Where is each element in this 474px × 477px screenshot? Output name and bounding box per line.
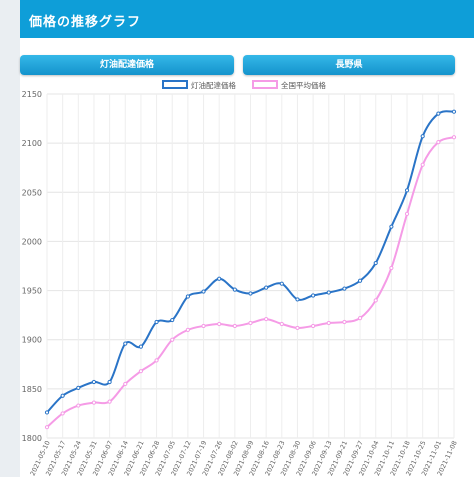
- data-point: [76, 385, 81, 390]
- data-point: [404, 188, 410, 193]
- data-point: [295, 325, 300, 331]
- data-point: [311, 323, 316, 329]
- data-point: [217, 321, 222, 327]
- data-point: [138, 369, 144, 374]
- data-point: [420, 162, 425, 167]
- data-point: [232, 323, 237, 329]
- data-point: [232, 287, 237, 292]
- data-point: [91, 379, 97, 385]
- legend-swatch: [252, 80, 278, 89]
- data-point: [91, 400, 97, 405]
- data-point: [44, 410, 50, 415]
- data-point: [451, 109, 457, 114]
- y-tick-label: 2050: [22, 188, 42, 197]
- data-point: [107, 379, 112, 385]
- page-title: 価格の推移グラフ: [29, 15, 142, 30]
- page-header: 価格の推移グラフ: [20, 0, 474, 38]
- y-tick-label: 2000: [22, 237, 42, 246]
- data-point: [373, 260, 378, 266]
- data-point: [264, 316, 269, 322]
- data-point: [170, 337, 175, 342]
- data-point: [342, 319, 347, 325]
- data-point: [123, 381, 128, 387]
- legend-label: 灯油配達価格: [191, 80, 236, 90]
- data-point: [357, 315, 363, 321]
- data-point: [264, 285, 269, 290]
- data-point: [217, 276, 222, 281]
- data-point: [185, 327, 190, 332]
- data-point: [436, 111, 441, 116]
- legend-swatch: [162, 80, 188, 89]
- data-point: [404, 211, 410, 217]
- data-point: [107, 399, 112, 404]
- data-point: [279, 321, 284, 327]
- data-point: [138, 344, 144, 349]
- data-point: [389, 265, 394, 271]
- y-tick-label: 1950: [22, 287, 42, 296]
- data-point: [420, 134, 425, 139]
- data-point: [185, 294, 190, 299]
- data-point: [326, 320, 331, 326]
- tab-region[interactable]: 長野県: [243, 55, 455, 75]
- data-point: [201, 289, 206, 294]
- data-point: [201, 323, 206, 329]
- data-point: [60, 393, 65, 398]
- data-point: [326, 290, 331, 295]
- data-point: [44, 425, 50, 430]
- data-point: [248, 320, 253, 326]
- data-point: [154, 358, 159, 363]
- data-point: [342, 286, 347, 291]
- data-point: [311, 293, 316, 298]
- y-tick-label: 1800: [22, 434, 42, 443]
- data-point: [373, 298, 378, 303]
- tab-product[interactable]: 灯油配達価格: [20, 55, 234, 75]
- data-point: [436, 140, 441, 145]
- data-point: [295, 297, 300, 302]
- y-tick-label: 2100: [22, 139, 42, 148]
- data-point: [248, 291, 253, 296]
- data-point: [154, 319, 159, 325]
- data-point: [357, 278, 363, 283]
- data-point: [170, 317, 175, 323]
- data-point: [389, 224, 394, 229]
- data-point: [279, 281, 284, 286]
- data-point: [451, 135, 457, 140]
- data-point: [123, 341, 128, 346]
- y-tick-label: 2150: [22, 90, 42, 99]
- y-tick-label: 1850: [22, 385, 42, 394]
- data-point: [60, 411, 65, 416]
- data-point: [76, 403, 81, 408]
- legend-label: 全国平均価格: [281, 80, 326, 90]
- y-tick-label: 1900: [22, 336, 42, 345]
